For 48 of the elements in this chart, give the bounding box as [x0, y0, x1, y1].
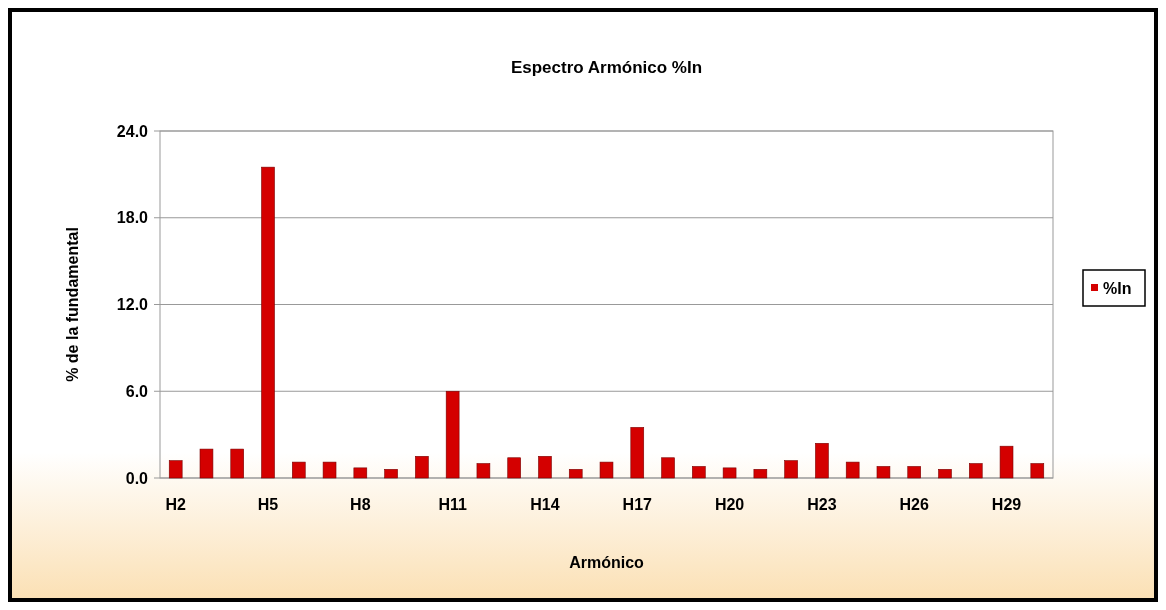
bar	[261, 166, 275, 479]
bar	[876, 466, 891, 479]
bar	[415, 456, 429, 479]
bar	[753, 469, 768, 479]
x-tick-label: H14	[530, 496, 560, 513]
bar	[661, 457, 675, 479]
bar	[815, 443, 829, 479]
bar	[168, 460, 183, 479]
bar	[445, 390, 460, 479]
bar	[999, 445, 1014, 479]
bar	[599, 461, 614, 479]
bar	[476, 463, 491, 479]
x-tick-label: H29	[991, 496, 1022, 513]
bar	[322, 461, 337, 479]
bar	[845, 461, 860, 479]
x-tick-label: H20	[714, 496, 745, 513]
bar	[384, 469, 398, 479]
x-tick-label: H2	[165, 496, 187, 513]
bar	[199, 448, 214, 479]
bar	[907, 466, 921, 479]
y-tick-label: 24.0	[116, 122, 149, 140]
legend-label: %In	[1103, 279, 1132, 297]
y-tick-label: 6.0	[125, 382, 149, 400]
y-tick-label: 12.0	[116, 296, 149, 314]
bar	[784, 460, 798, 479]
x-axis-title: Armónico	[569, 554, 645, 571]
bar	[230, 448, 244, 479]
bar	[938, 469, 952, 479]
x-tick-label: H11	[438, 496, 467, 513]
x-tick-label: H23	[807, 496, 837, 513]
chart-title: Espectro Armónico %In	[510, 58, 703, 77]
bar	[1030, 463, 1045, 479]
bar	[292, 461, 306, 479]
bar	[969, 463, 983, 479]
x-tick-label: H8	[350, 496, 371, 513]
bar	[538, 456, 552, 479]
y-tick-label: 0.0	[125, 469, 149, 487]
x-tick-label: H26	[899, 496, 929, 513]
bar	[507, 457, 521, 479]
y-axis-title: % de la fundamental	[64, 227, 81, 382]
bar	[692, 466, 706, 479]
x-tick-label: H17	[622, 496, 653, 513]
bar	[568, 469, 583, 479]
bar	[722, 467, 737, 479]
y-tick-label: 18.0	[116, 209, 149, 227]
bar	[630, 427, 645, 479]
bar	[353, 467, 368, 479]
x-tick-label: H5	[257, 496, 279, 513]
